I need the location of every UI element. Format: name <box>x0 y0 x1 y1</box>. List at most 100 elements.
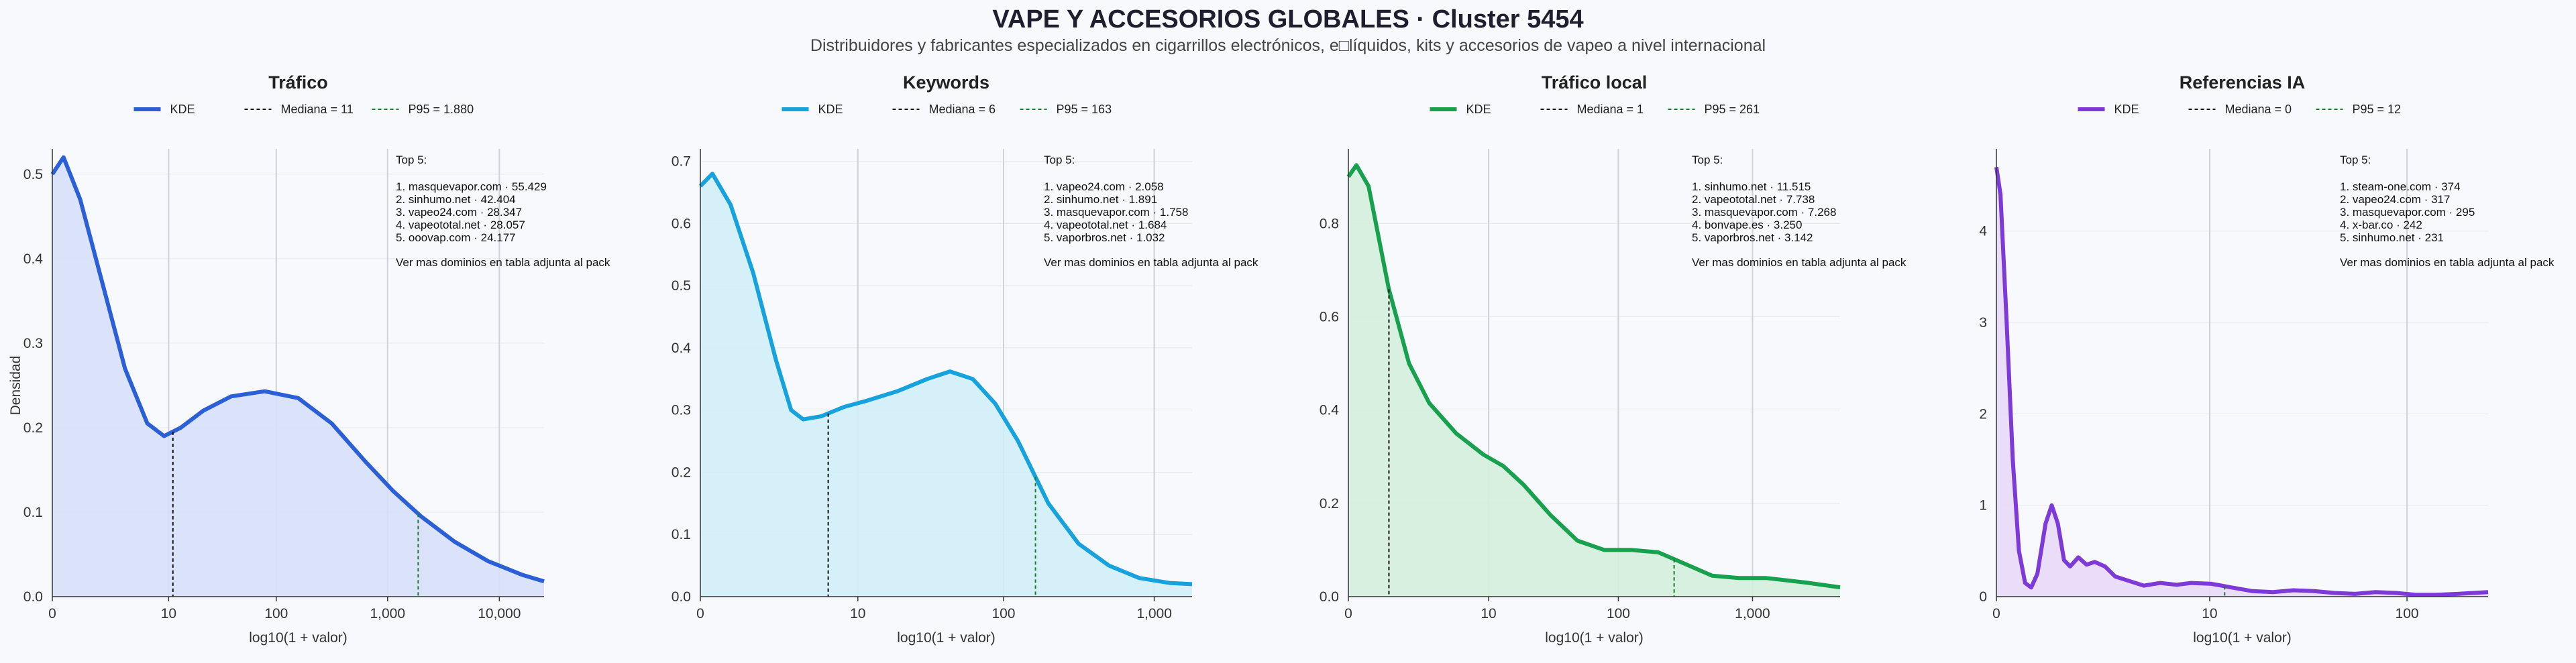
x-tick-label: 100 <box>264 606 288 621</box>
top5-footnote: Ver mas dominios en tabla adjunta al pac… <box>1044 256 1258 269</box>
top5-item: 3. masquevapor.com · 1.758 <box>1044 206 1188 219</box>
top5-item: 2. sinhumo.net · 1.891 <box>1044 193 1157 206</box>
top5-item: 4. bonvape.es · 3.250 <box>1692 219 1802 231</box>
top5-item: 4. x-bar.co · 242 <box>2340 219 2422 231</box>
kde-curve <box>1346 163 1841 590</box>
kde-curve <box>50 155 545 584</box>
top5-footnote: Ver mas dominios en tabla adjunta al pac… <box>2340 256 2555 269</box>
y-axis-label: Densidad <box>8 356 23 416</box>
y-tick-label: 0.0 <box>672 589 691 605</box>
panel-title: Tráfico <box>268 72 328 93</box>
legend-median-label: Mediana = 0 <box>2225 103 2292 116</box>
x-tick-label: 0 <box>696 606 704 621</box>
x-tick-label: 100 <box>1607 606 1630 621</box>
top5-item: 2. vapeototal.net · 7.738 <box>1692 193 1815 206</box>
page-subtitle: Distribuidores y fabricantes especializa… <box>810 36 1766 55</box>
x-tick-label: 1,000 <box>370 606 405 621</box>
chart-panel-2: Keywords KDE Mediana = 6 P95 = 163 0.0 0.1 0.2… <box>672 72 1258 646</box>
x-tick-label: 10,000 <box>478 606 521 621</box>
kde-area <box>1348 165 1840 597</box>
top5-item: 3. vapeo24.com · 28.347 <box>396 206 522 219</box>
chart-panel-3: Tráfico local KDE Mediana = 1 P95 = 261 0.0 0… <box>1320 72 1907 646</box>
y-tick-label: 0.5 <box>672 278 691 294</box>
y-tick-label: 3 <box>1979 315 1987 330</box>
y-tick-label: 0.5 <box>23 167 43 182</box>
legend: KDE Mediana = 6 P95 = 163 <box>782 103 1112 116</box>
top5-item: 5. vaporbros.net · 3.142 <box>1692 231 1813 244</box>
legend-p95-label: P95 = 163 <box>1057 103 1112 116</box>
legend-p95-label: P95 = 1.880 <box>409 103 474 116</box>
y-tick-label: 0.4 <box>672 341 692 356</box>
top5-footnote: Ver mas dominios en tabla adjunta al pac… <box>396 256 610 269</box>
panel-title: Tráfico local <box>1542 72 1648 93</box>
x-tick-label: 100 <box>2396 606 2419 621</box>
legend-kde-label: KDE <box>170 103 195 116</box>
legend-median-label: Mediana = 6 <box>929 103 996 116</box>
y-tick-label: 0.3 <box>23 336 43 351</box>
legend: KDE Mediana = 1 P95 = 261 <box>1430 103 1760 116</box>
top5-title: Top 5: <box>1044 154 1075 166</box>
x-tick-label: 0 <box>1992 606 2000 621</box>
y-tick-label: 0.7 <box>672 154 691 170</box>
legend-p95-label: P95 = 12 <box>2353 103 2402 116</box>
top5-item: 2. vapeo24.com · 317 <box>2340 193 2450 206</box>
x-tick-label: 10 <box>850 606 865 621</box>
page-title: VAPE Y ACCESORIOS GLOBALES · Cluster 545… <box>992 5 1584 34</box>
y-tick-label: 0.2 <box>23 420 43 436</box>
y-tick-label: 0.6 <box>1320 310 1339 325</box>
top5-footnote: Ver mas dominios en tabla adjunta al pac… <box>1692 256 1907 269</box>
y-tick-label: 0.6 <box>672 216 691 231</box>
kde-area <box>52 157 544 597</box>
top5-item: 5. ooovap.com · 24.177 <box>396 231 516 244</box>
x-axis-label: log10(1 + valor) <box>897 630 996 646</box>
y-tick-label: 0.4 <box>23 251 44 267</box>
chart-panel-4: Referencias IA KDE Mediana = 0 P95 = 12 0 1 2 3… <box>1979 72 2555 646</box>
x-tick-label: 10 <box>161 606 176 621</box>
kde-area <box>700 174 1192 597</box>
x-tick-label: 100 <box>991 606 1015 621</box>
x-tick-label: 10 <box>1481 606 1496 621</box>
top5-title: Top 5: <box>396 154 427 166</box>
kde-curve <box>698 172 1193 587</box>
y-tick-label: 4 <box>1979 224 1987 239</box>
top5-item: 3. masquevapor.com · 295 <box>2340 206 2475 219</box>
top5-item: 1. sinhumo.net · 11.515 <box>1692 180 1811 193</box>
top5-item: 5. vaporbros.net · 1.032 <box>1044 231 1165 244</box>
panel-title: Keywords <box>903 72 989 93</box>
top5-title: Top 5: <box>1692 154 1723 166</box>
legend-kde-label: KDE <box>1466 103 1491 116</box>
legend: KDE Mediana = 0 P95 = 12 <box>2078 103 2402 116</box>
legend-p95-label: P95 = 261 <box>1705 103 1760 116</box>
panel-title: Referencias IA <box>2180 72 2306 93</box>
legend-kde-label: KDE <box>2114 103 2139 116</box>
kde-area <box>1996 167 2488 597</box>
y-tick-label: 2 <box>1979 406 1987 422</box>
y-tick-label: 0.0 <box>23 589 43 605</box>
y-tick-label: 0.8 <box>1320 216 1339 231</box>
top5-item: 4. vapeototal.net · 28.057 <box>396 219 525 231</box>
x-tick-label: 10 <box>2202 606 2217 621</box>
chart-panel-1: Tráfico KDE Mediana = 11 P95 = 1.880 0.0 0.1 0… <box>23 72 610 646</box>
kde-curve <box>1994 166 2489 597</box>
top5-item: 1. masquevapor.com · 55.429 <box>396 180 547 193</box>
x-axis-label: log10(1 + valor) <box>1545 630 1644 646</box>
y-tick-label: 0.4 <box>1320 403 1340 418</box>
y-tick-label: 0.3 <box>672 403 691 418</box>
y-tick-label: 0.1 <box>672 527 691 542</box>
x-tick-label: 0 <box>48 606 56 621</box>
x-tick-label: 1,000 <box>1136 606 1172 621</box>
y-tick-label: 0 <box>1979 589 1987 605</box>
x-axis-label: log10(1 + valor) <box>249 630 347 646</box>
legend-kde-label: KDE <box>818 103 843 116</box>
y-tick-label: 0.2 <box>672 465 691 480</box>
top5-item: 1. steam-one.com · 374 <box>2340 180 2461 193</box>
y-tick-label: 0.1 <box>23 505 43 520</box>
x-tick-label: 1,000 <box>1735 606 1770 621</box>
legend-median-label: Mediana = 11 <box>281 103 354 116</box>
y-tick-label: 0.2 <box>1320 496 1339 511</box>
